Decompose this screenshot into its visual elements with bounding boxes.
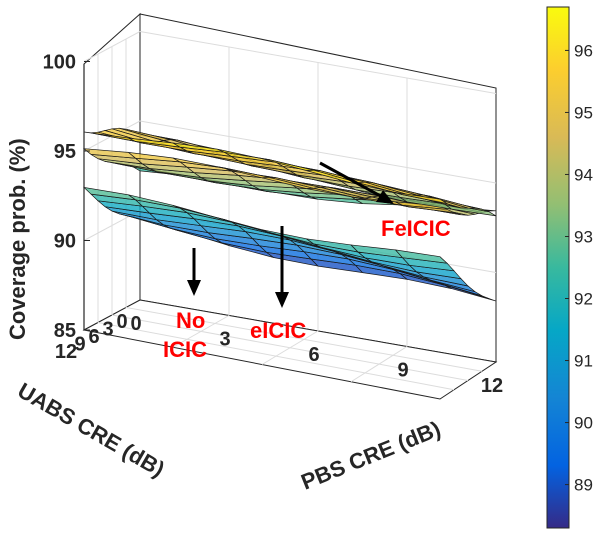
z-ticks: 85 90 95 100 [43, 52, 90, 342]
colorbar-tick-label: 93 [574, 227, 593, 246]
uabs-tick-label: 3 [102, 319, 113, 341]
z-tick-label: 100 [43, 52, 76, 74]
uabs-tick-label: 12 [55, 341, 77, 363]
surface-patch [394, 249, 449, 264]
surfaces [82, 127, 497, 302]
annotation-eicic: eICIC [250, 318, 306, 343]
floor-panel [82, 299, 498, 400]
grid-line-floor [350, 346, 408, 383]
uabs-tick-label: 6 [88, 326, 99, 348]
grid-line-floor [111, 314, 469, 381]
pbs-tick-label: 0 [130, 313, 141, 335]
z-tick-label: 95 [54, 141, 76, 163]
colorbar-tick-label: 96 [574, 41, 593, 60]
pbs-tick-label: 12 [481, 375, 503, 397]
uabs-tick-label: 9 [74, 334, 85, 356]
colorbar-ticks: 89 90 91 92 93 94 95 96 [565, 41, 593, 495]
uabs-tick-label: 0 [116, 311, 127, 333]
arrow-feicic-head [376, 190, 394, 204]
pbs-tick-label: 6 [308, 344, 319, 366]
annotation-icic: ICIC [163, 337, 207, 362]
surface-no-icic [82, 186, 497, 302]
colorbar [546, 6, 570, 529]
z-tick-label: 85 [54, 320, 76, 342]
colorbar-tick-label: 95 [574, 103, 593, 122]
z-axis-label: Coverage prob. (%) [5, 138, 30, 340]
pbs-tick-label: 9 [397, 360, 408, 382]
colorbar-tick-label: 91 [574, 352, 593, 371]
uabs-axis-label: UABS CRE (dB) [14, 378, 169, 482]
pbs-tick-label: 3 [219, 329, 230, 351]
annotation-arrows [187, 161, 394, 308]
z-tick-label: 90 [54, 231, 76, 253]
arrow-feicic [319, 161, 387, 201]
arrow-eicic-head [275, 292, 289, 308]
arrow-noicic-head [187, 280, 201, 296]
annotation-feicic: FeICIC [381, 216, 451, 241]
pbs-axis-label: PBS CRE (dB) [298, 416, 444, 495]
colorbar-tick-label: 90 [574, 414, 593, 433]
surface-patch [395, 192, 448, 204]
colorbar-tick-label: 92 [574, 290, 593, 309]
colorbar-tick-label: 89 [574, 476, 593, 495]
grid-line-floor [97, 322, 455, 391]
pbs-ticks: 0 3 6 9 12 [130, 313, 503, 397]
annotation-no: No [176, 308, 205, 333]
colorbar-tick-label: 94 [574, 165, 593, 184]
